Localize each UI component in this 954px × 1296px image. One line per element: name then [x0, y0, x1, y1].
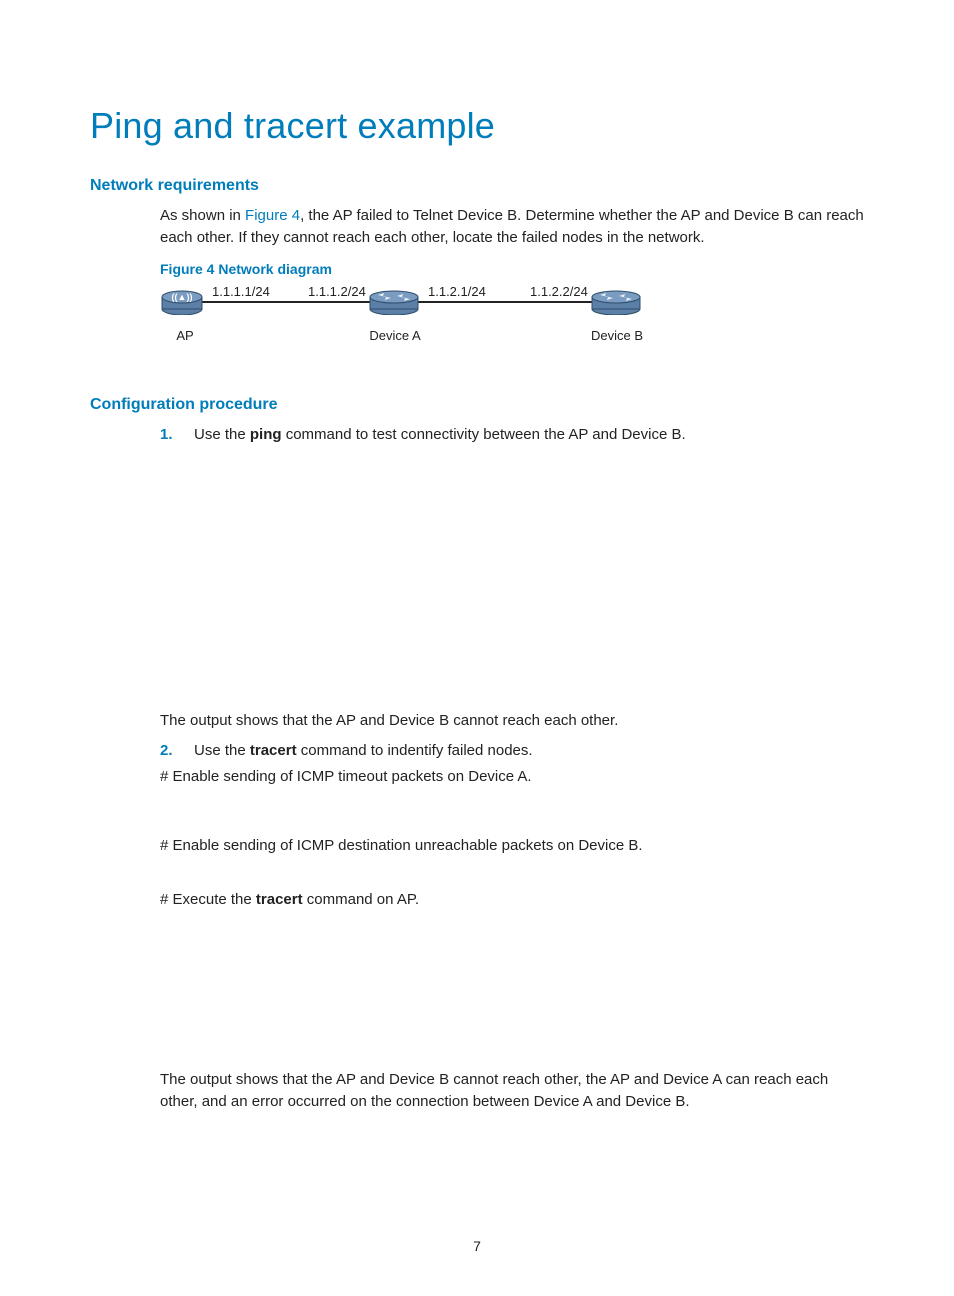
section-network-requirements-heading: Network requirements — [90, 174, 864, 197]
ap-device-icon: ((▲)) — [160, 287, 204, 315]
network-diagram: ((▲)) 1.1.1.1/24 1.1.1.2/24 1.1.2 — [160, 285, 720, 365]
step-1-text-b: command to test connectivity between the… — [282, 426, 686, 443]
device-label-a: Device A — [360, 327, 430, 346]
ip-label-4: 1.1.2.2/24 — [530, 283, 588, 302]
hash-note-1: # Enable sending of ICMP timeout packets… — [160, 766, 864, 788]
section-config-procedure-body: 1. Use the ping command to test connecti… — [90, 424, 864, 1112]
device-b-router-icon — [590, 287, 642, 315]
device-label-b: Device B — [582, 327, 652, 346]
ip-label-2: 1.1.1.2/24 — [308, 283, 366, 302]
device-label-ap: AP — [170, 327, 200, 346]
step-1-bold: ping — [250, 426, 282, 443]
step-1-row: 1. Use the ping command to test connecti… — [160, 424, 864, 446]
step-2-text-b: command to indentify failed nodes. — [297, 742, 533, 759]
ip-label-1: 1.1.1.1/24 — [212, 283, 270, 302]
blank-gap-1 — [160, 450, 864, 710]
svg-text:((▲)): ((▲)) — [172, 292, 193, 302]
hash-note-2: # Enable sending of ICMP destination unr… — [160, 835, 864, 857]
hash-3-text-b: command on AP. — [303, 891, 419, 908]
page-container: Ping and tracert example Network require… — [0, 0, 954, 1296]
step-1-number: 1. — [160, 424, 194, 446]
intro-paragraph: As shown in Figure 4, the AP failed to T… — [160, 205, 864, 249]
output-note-2: The output shows that the AP and Device … — [160, 1069, 864, 1113]
intro-text-pre: As shown in — [160, 207, 245, 224]
figure-4-link[interactable]: Figure 4 — [245, 207, 300, 224]
hash-note-3: # Execute the tracert command on AP. — [160, 889, 864, 911]
device-a-router-icon — [368, 287, 420, 315]
blank-gap-2 — [160, 795, 864, 835]
step-2-row: 2. Use the tracert command to indentify … — [160, 740, 864, 762]
step-2-bold: tracert — [250, 742, 297, 759]
blank-gap-4 — [160, 919, 864, 1069]
page-number: 7 — [0, 1236, 954, 1256]
step-1-text-a: Use the — [194, 426, 250, 443]
section-network-requirements-body: As shown in Figure 4, the AP failed to T… — [90, 205, 864, 365]
section-config-procedure-heading: Configuration procedure — [90, 393, 864, 416]
step-2-number: 2. — [160, 740, 194, 762]
step-1-text: Use the ping command to test connectivit… — [194, 424, 864, 446]
ip-label-3: 1.1.2.1/24 — [428, 283, 486, 302]
hash-3-text-a: # Execute the — [160, 891, 256, 908]
page-title: Ping and tracert example — [90, 100, 864, 152]
step-2-text-a: Use the — [194, 742, 250, 759]
hash-3-bold: tracert — [256, 891, 303, 908]
step-2-text: Use the tracert command to indentify fai… — [194, 740, 864, 762]
figure-4-caption: Figure 4 Network diagram — [160, 259, 864, 279]
output-note-1: The output shows that the AP and Device … — [160, 710, 864, 732]
blank-gap-3 — [160, 865, 864, 889]
